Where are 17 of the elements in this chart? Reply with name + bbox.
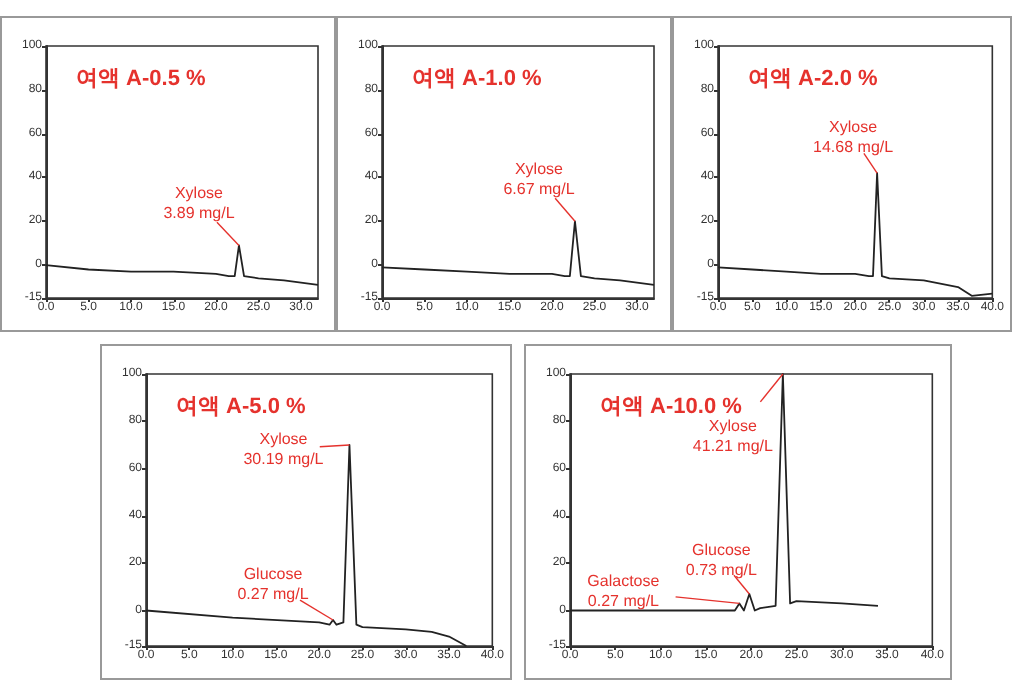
annotation: Xylose 3.89 mg/L <box>163 184 236 223</box>
annotation: Xylose 41.21 mg/L <box>692 417 774 455</box>
annotation: Xylose 14.68 mg/L <box>813 118 895 157</box>
text: 여액 A-0.5 % <box>76 67 207 91</box>
line-series <box>45 244 319 286</box>
text: 여액 A-2.0 % <box>748 67 879 91</box>
text: 여액 A-1.0 % <box>412 67 543 91</box>
annotation: Glucose 0.27 mg/L <box>237 564 310 603</box>
annotation: Glucose 0.73 mg/L <box>685 540 759 579</box>
annotation: Xylose 30.19 mg/L <box>243 429 325 468</box>
line-series <box>381 220 655 286</box>
line-series <box>145 444 468 647</box>
annotation: Galactose 0.27 mg/L <box>587 572 661 611</box>
annotation: Xylose 6.67 mg/L <box>503 160 576 199</box>
text: 여액 A-5.0 % <box>176 395 307 419</box>
text: 여액 A-10.0 % <box>600 395 743 419</box>
line-series <box>569 373 879 612</box>
